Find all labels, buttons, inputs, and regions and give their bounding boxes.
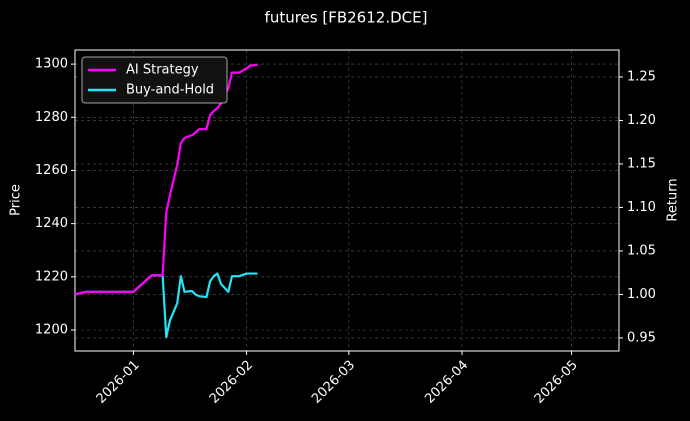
y-tick-label: 1240: [35, 216, 68, 231]
y2-tick-label: 0.95: [627, 330, 656, 345]
legend-box: [81, 56, 228, 104]
x-tick-label: 2026-03: [309, 358, 358, 407]
y2-tick-label: 1.10: [627, 200, 656, 215]
y2-tick-label: 1.00: [627, 287, 656, 302]
x-tick-label: 2026-02: [207, 358, 256, 407]
x-tick-label: 2026-01: [94, 358, 143, 407]
series-line: [74, 272, 258, 339]
y2-tick-label: 1.20: [627, 113, 656, 128]
y-tick-label: 1220: [35, 269, 68, 284]
series-line: [74, 63, 258, 296]
y-axis-label: Price: [9, 184, 24, 216]
legend-label: Buy-and-Hold: [126, 83, 214, 98]
x-tick-label: 2026-05: [532, 358, 581, 407]
y2-tick-label: 1.15: [627, 156, 656, 171]
y2-axis-label: Return: [666, 178, 681, 221]
plot-frame: [74, 49, 620, 352]
y-tick-label: 1260: [35, 163, 68, 178]
y-tick-label: 1300: [35, 57, 68, 72]
y-tick-label: 1200: [35, 322, 68, 337]
legend-label: AI Strategy: [126, 63, 199, 78]
legend: AI Strategy Buy-and-Hold: [81, 56, 228, 104]
chart-title: futures [FB2612.DCE]: [265, 9, 428, 27]
x-tick-label: 2026-04: [422, 358, 471, 407]
y2-tick-label: 1.25: [627, 69, 656, 84]
y2-tick-label: 1.05: [627, 243, 656, 258]
y-tick-label: 1280: [35, 110, 68, 125]
